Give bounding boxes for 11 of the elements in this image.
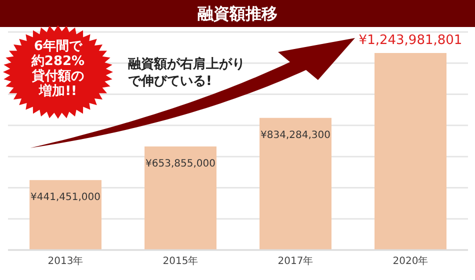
x-tick-label: 2013年 — [48, 255, 84, 267]
x-tick-label: 2015年 — [162, 255, 198, 267]
x-tick-label: 2020年 — [392, 255, 428, 267]
chart-title: 融資額推移 — [198, 4, 278, 23]
annotation: 6年間で約282%貸付額の増加!! — [30, 39, 85, 99]
data-label: ¥653,855,000 — [146, 158, 216, 170]
data-label: ¥441,451,000 — [30, 192, 100, 204]
annotation: 融資額が右肩上がりで伸びている! — [128, 56, 245, 89]
data-label: ¥834,284,300 — [260, 130, 330, 141]
x-tick-label: 2017年 — [278, 255, 314, 267]
data-label: ¥1,243,981,801 — [358, 33, 462, 48]
